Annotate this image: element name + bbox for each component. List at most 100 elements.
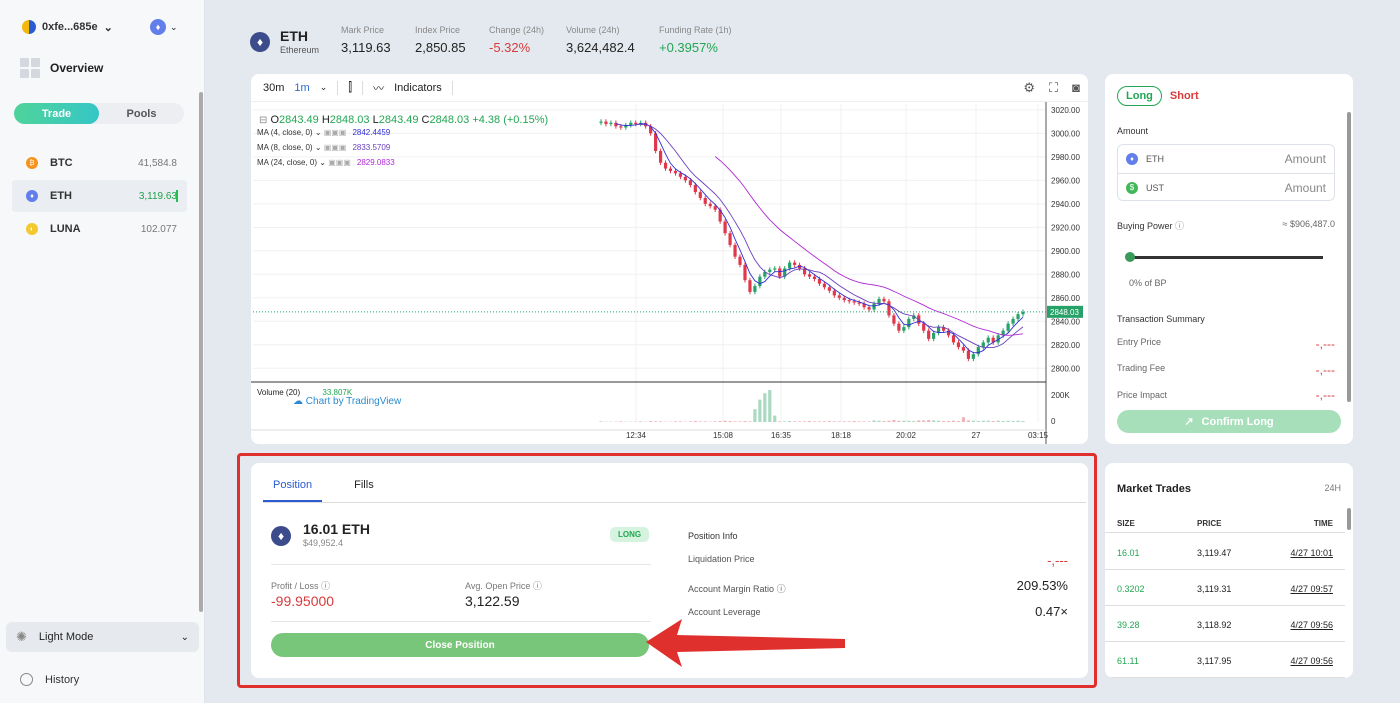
divider (271, 564, 651, 565)
camera-icon[interactable]: ◙ (1072, 80, 1080, 95)
volume-bar (733, 421, 737, 422)
asset-name: ETH (50, 190, 72, 202)
chevron-down-icon[interactable]: ⌄ (314, 128, 322, 137)
stat-value: 3,119.63 (341, 40, 391, 55)
asset-name: BTC (50, 157, 73, 169)
volume-bar (937, 420, 941, 422)
eth-amount-input[interactable]: Amount (1284, 152, 1326, 166)
position-usd: $49,952.4 (303, 538, 344, 548)
ma-value: 2829.0833 (356, 158, 395, 167)
network-selector[interactable]: ♦ ⌄ (150, 19, 178, 35)
y-tick-label: 2880.00 (1051, 270, 1080, 279)
candle-type-icon[interactable]: ⫿ (348, 80, 353, 94)
volume-bar (649, 421, 653, 422)
candle (941, 327, 946, 331)
slider-handle[interactable] (1125, 252, 1135, 262)
candle (663, 162, 668, 169)
ma-controls-icon[interactable]: ▣▣▣ (323, 143, 347, 152)
interval-button[interactable]: 30m (263, 81, 285, 94)
chevron-down-icon[interactable]: ⌄ (319, 82, 328, 92)
volume-bar (654, 421, 658, 422)
settings-icon[interactable]: ⚙ (1023, 80, 1036, 95)
candle (832, 290, 836, 296)
collapse-icon[interactable]: ⊟ (259, 115, 268, 126)
candle (892, 315, 896, 324)
stat-value: 3,624,482.4 (566, 40, 635, 55)
tradingview-link[interactable]: ☁ Chart by TradingView (293, 396, 401, 407)
volume-bar (817, 421, 822, 422)
tab-trade[interactable]: Trade (14, 103, 99, 124)
tab-fills[interactable]: Fills (354, 479, 374, 491)
candle (897, 323, 901, 331)
buying-power-slider[interactable] (1127, 256, 1323, 259)
table-row: 16.01 3,119.47 4/27 10:01 (1105, 534, 1345, 570)
trade-time[interactable]: 4/27 09:56 (1290, 656, 1333, 666)
leverage-value: 0.47× (1035, 604, 1068, 619)
volume-bar (788, 421, 792, 422)
ethereum-icon: ♦ (150, 19, 166, 35)
tab-position[interactable]: Position (263, 475, 323, 502)
candle (857, 302, 861, 304)
sidebar-scrollbar[interactable] (199, 92, 203, 612)
chevron-down-icon[interactable]: ⌄ (319, 158, 326, 167)
trade-time[interactable]: 4/27 09:57 (1290, 584, 1333, 594)
sidebar-item-luna[interactable]: ◐ LUNA 102.077 (12, 213, 187, 245)
volume-bar (966, 420, 970, 422)
indicators-button[interactable]: Indicators (394, 81, 442, 94)
volume-bar (793, 421, 797, 422)
candle (981, 342, 985, 348)
candle (927, 330, 931, 339)
history-link[interactable]: History (20, 673, 79, 686)
candle (827, 287, 831, 291)
confirm-long-button[interactable]: ↗ Confirm Long (1117, 410, 1341, 433)
ma-controls-icon[interactable]: ▣▣▣ (328, 158, 351, 167)
ust-amount-row[interactable]: $ UST Amount (1118, 173, 1334, 201)
candle (822, 283, 827, 288)
light-mode-toggle[interactable]: ✺ Light Mode ⌄ (6, 622, 199, 652)
volume-bar (907, 420, 911, 422)
table-row: 61.11 3,117.95 4/27 09:56 (1105, 642, 1345, 678)
volume-tick-label: 0 (1051, 417, 1056, 426)
ohlc-close: 2848.03 (429, 114, 470, 126)
close-position-button[interactable]: Close Position (271, 633, 649, 657)
long-tab[interactable]: Long (1117, 86, 1162, 106)
candle (817, 278, 822, 284)
trade-time[interactable]: 4/27 10:01 (1290, 548, 1333, 558)
candle (773, 268, 777, 270)
volume-bar (892, 420, 896, 422)
fullscreen-icon[interactable]: ⛶ (1049, 80, 1059, 95)
col-price: PRICE (1197, 519, 1222, 528)
ust-amount-input[interactable]: Amount (1284, 180, 1326, 195)
short-tab[interactable]: Short (1169, 90, 1199, 102)
ma-controls-icon[interactable]: ▣▣▣ (323, 128, 347, 137)
trades-scrollbar[interactable] (1347, 508, 1351, 530)
interval-button-active[interactable]: 1m (294, 81, 310, 94)
volume-bar (872, 420, 876, 422)
wallet-button[interactable]: 0xfe...685e ⌄ (22, 20, 113, 34)
position-size: 16.01 ETH (303, 521, 370, 537)
candle (763, 271, 767, 277)
candle (599, 121, 603, 123)
volume-bar (678, 421, 683, 422)
y-tick-label: 2980.00 (1051, 153, 1080, 162)
tab-pools[interactable]: Pools (126, 107, 157, 120)
eth-amount-row[interactable]: ♦ ETH Amount (1118, 145, 1334, 173)
ma-value: 2833.5709 (352, 143, 391, 152)
x-tick-label: 16:35 (771, 431, 792, 440)
indicators-icon[interactable]: 〰 (373, 82, 385, 95)
price-impact-label: Price Impact (1117, 390, 1168, 400)
x-tick-label: 18:18 (831, 431, 852, 440)
liquidation-label: Liquidation Price (688, 554, 755, 564)
volume-bar (877, 420, 881, 422)
volume-bar (703, 421, 707, 422)
chevron-down-icon[interactable]: ⌄ (314, 143, 322, 152)
order-scrollbar[interactable] (1347, 112, 1351, 402)
trade-time[interactable]: 4/27 09:56 (1290, 620, 1333, 630)
entry-price-label: Entry Price (1117, 337, 1162, 347)
candle (708, 203, 712, 207)
candlestick-chart[interactable]: 3020.00 3000.00 2980.00 2960.00 2940.00 2920.… (251, 102, 1088, 444)
sidebar-item-eth[interactable]: ♦ ETH 3,119.63 (12, 180, 187, 212)
sidebar-item-btc[interactable]: ₿ BTC 41,584.8 (12, 147, 187, 179)
divider (362, 80, 364, 95)
overview-link[interactable]: Overview (20, 58, 103, 78)
